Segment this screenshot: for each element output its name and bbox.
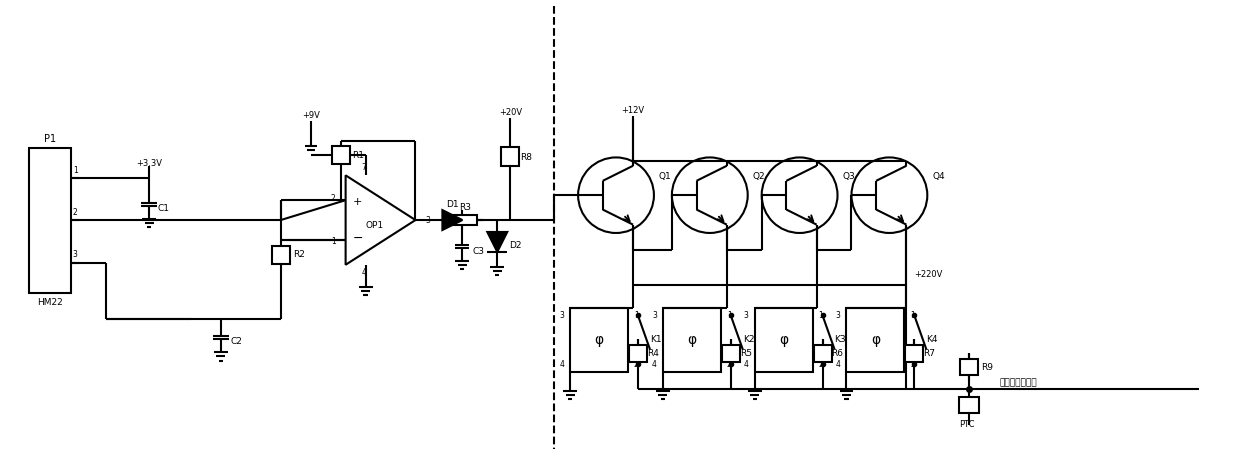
Text: 2: 2 <box>727 359 732 369</box>
Text: R5: R5 <box>740 349 751 358</box>
Circle shape <box>852 157 928 233</box>
Bar <box>755 308 812 372</box>
Text: D1: D1 <box>446 200 459 209</box>
Text: 3: 3 <box>559 311 564 320</box>
Text: C2: C2 <box>231 337 243 346</box>
Polygon shape <box>346 175 415 265</box>
Bar <box>722 345 740 362</box>
Bar <box>272 246 290 264</box>
Bar <box>501 147 520 166</box>
Text: 3: 3 <box>836 311 841 320</box>
Text: R3: R3 <box>459 202 471 212</box>
Text: +12V: +12V <box>621 106 645 115</box>
Text: 2: 2 <box>910 359 915 369</box>
Text: K2: K2 <box>743 335 754 344</box>
Text: +9V: +9V <box>301 111 320 120</box>
Text: 2: 2 <box>818 359 823 369</box>
Text: 4: 4 <box>559 359 564 369</box>
Bar <box>663 308 720 372</box>
Bar <box>813 345 832 362</box>
Bar <box>847 308 904 372</box>
Text: R2: R2 <box>293 250 305 259</box>
Text: HM22: HM22 <box>37 298 63 307</box>
Text: +220V: +220V <box>914 270 942 279</box>
Text: Q1: Q1 <box>658 172 672 181</box>
Text: Q3: Q3 <box>842 172 856 181</box>
Text: φ: φ <box>687 333 697 347</box>
Text: 4: 4 <box>361 268 366 277</box>
Text: R1: R1 <box>352 151 365 160</box>
Text: K1: K1 <box>650 335 662 344</box>
Text: R4: R4 <box>647 349 658 358</box>
Text: 1: 1 <box>910 311 915 320</box>
Text: 2: 2 <box>331 194 336 202</box>
Text: Q2: Q2 <box>753 172 765 181</box>
Text: φ: φ <box>779 333 789 347</box>
Bar <box>960 397 980 413</box>
Bar <box>454 215 477 225</box>
Text: +: + <box>353 197 362 207</box>
Circle shape <box>761 157 837 233</box>
Text: 1: 1 <box>73 166 78 175</box>
Text: 4: 4 <box>744 359 749 369</box>
Text: K3: K3 <box>835 335 846 344</box>
Text: D2: D2 <box>508 242 522 250</box>
Text: −: − <box>352 232 363 244</box>
Bar <box>629 345 647 362</box>
Text: PTC: PTC <box>960 420 975 429</box>
Bar <box>905 345 924 362</box>
Text: R8: R8 <box>521 153 532 162</box>
Text: 3: 3 <box>425 216 430 225</box>
Bar <box>30 148 71 293</box>
Text: 7: 7 <box>361 163 366 172</box>
Text: 3: 3 <box>73 250 78 259</box>
Text: R9: R9 <box>981 363 993 372</box>
Bar <box>331 147 350 164</box>
Text: P1: P1 <box>45 134 56 143</box>
Text: R7: R7 <box>924 349 935 358</box>
Text: Q4: Q4 <box>932 172 945 181</box>
Text: 1: 1 <box>727 311 732 320</box>
Text: 2: 2 <box>634 359 639 369</box>
Text: OP1: OP1 <box>366 221 384 229</box>
Text: 4: 4 <box>652 359 657 369</box>
Text: 1: 1 <box>331 238 336 247</box>
Text: C1: C1 <box>157 204 169 212</box>
Polygon shape <box>487 232 507 252</box>
Text: +3.3V: +3.3V <box>136 159 162 168</box>
Bar <box>960 359 978 375</box>
Text: 1: 1 <box>634 311 639 320</box>
Text: 3: 3 <box>652 311 657 320</box>
Text: φ: φ <box>870 333 880 347</box>
Polygon shape <box>443 210 463 230</box>
Text: 3: 3 <box>744 311 749 320</box>
Text: K4: K4 <box>926 335 937 344</box>
Text: R6: R6 <box>832 349 843 358</box>
Text: +20V: +20V <box>498 108 522 117</box>
Text: 1: 1 <box>818 311 823 320</box>
Circle shape <box>672 157 748 233</box>
Text: φ: φ <box>594 333 604 347</box>
Text: 4: 4 <box>836 359 841 369</box>
Text: C3: C3 <box>472 248 485 256</box>
Text: 电机任一相绕组: 电机任一相绕组 <box>999 379 1037 388</box>
Circle shape <box>578 157 653 233</box>
Bar <box>570 308 627 372</box>
Text: 2: 2 <box>73 207 78 217</box>
